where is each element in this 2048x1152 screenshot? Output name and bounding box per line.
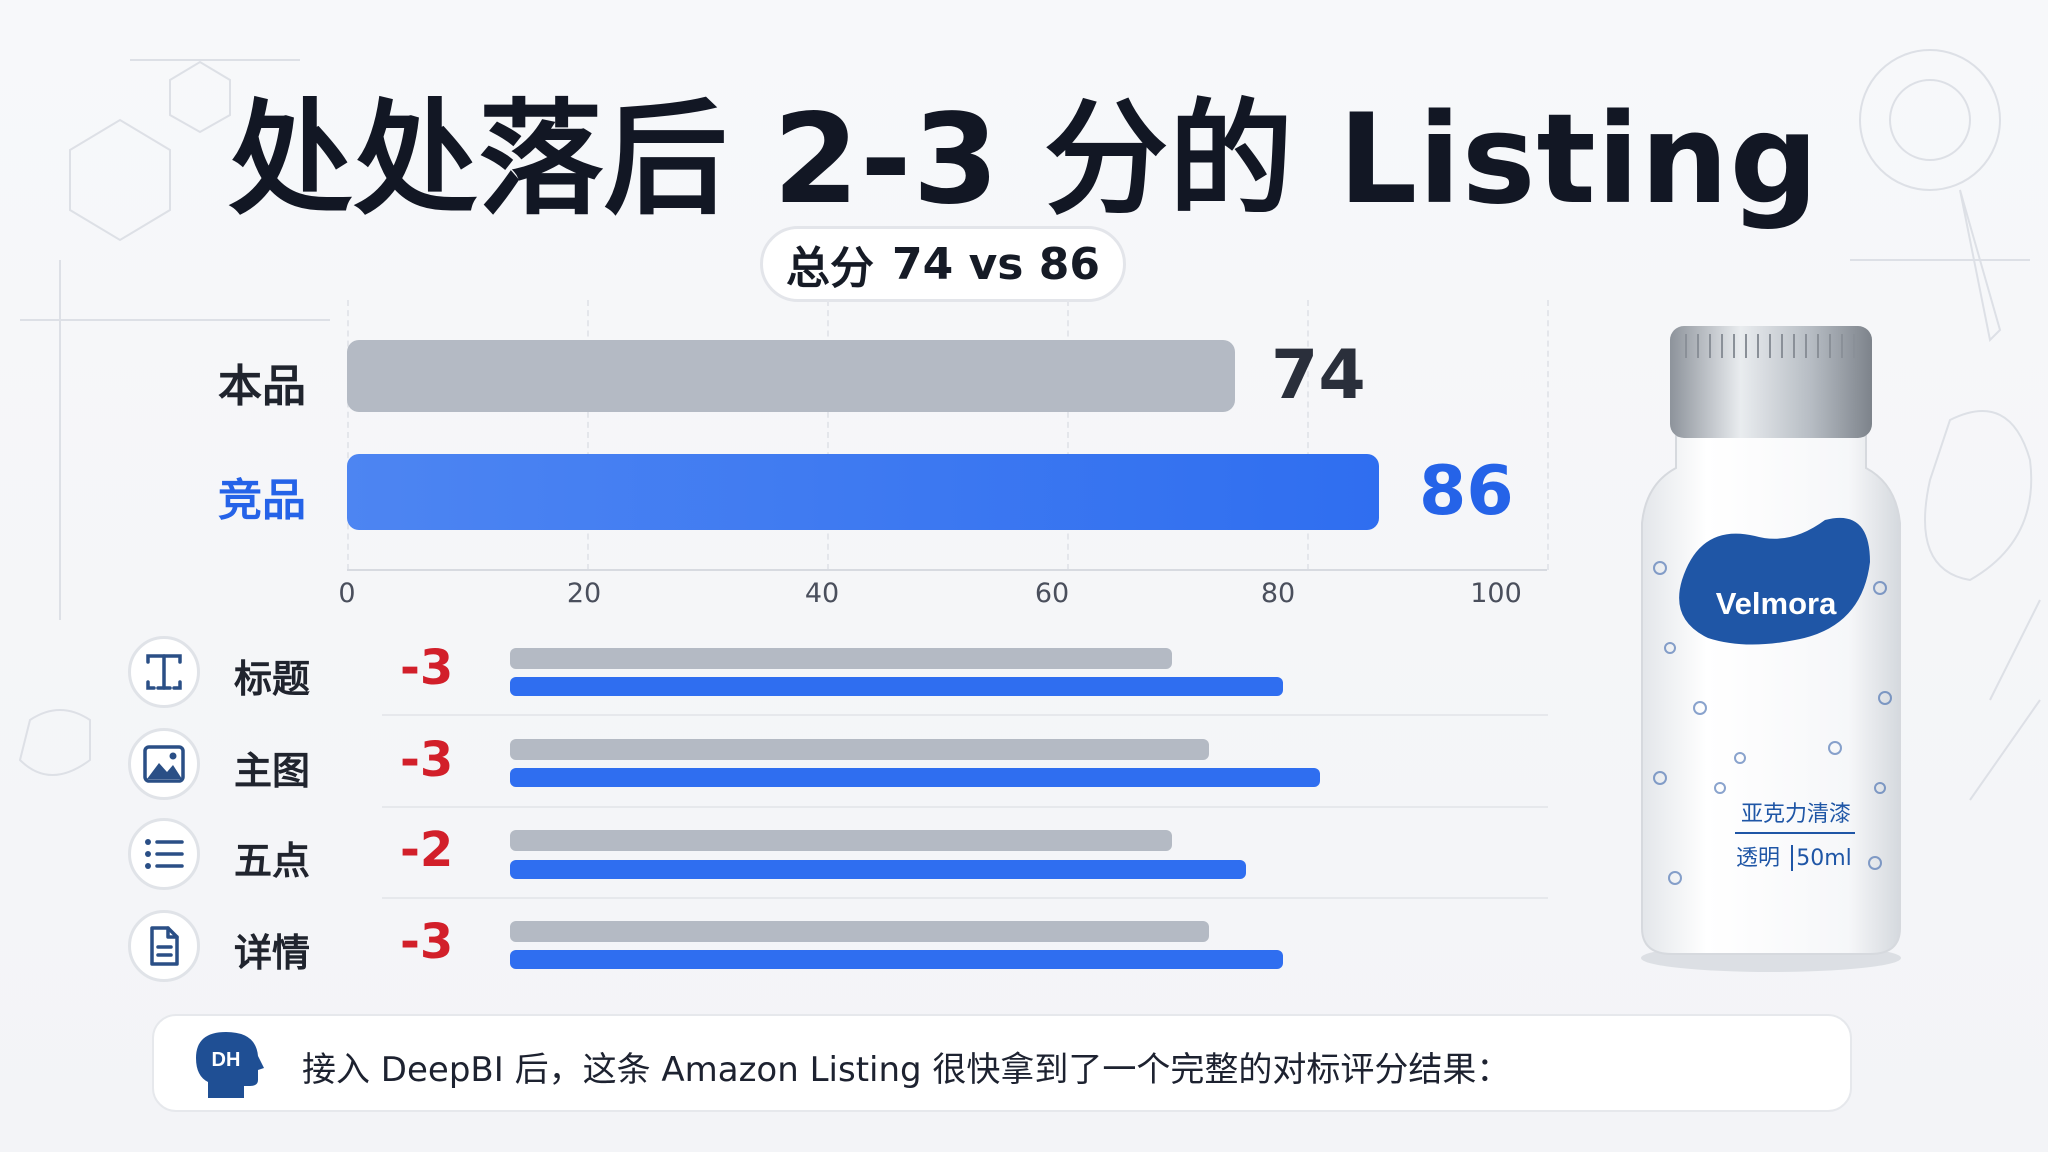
product-bottle: Velmora 亚克力清漆 透明 50ml: [1641, 326, 1901, 972]
product-volume: 50ml: [1796, 846, 1852, 871]
sub-score-delta: -3: [400, 732, 454, 788]
total-score-value: 74 vs 86: [892, 238, 1100, 290]
svg-text:DH: DH: [212, 1049, 241, 1071]
gridline: [827, 300, 829, 570]
x-tick-label: 40: [804, 578, 840, 609]
gridline: [1067, 300, 1069, 570]
own-sub-bar: [510, 921, 1210, 942]
product-brand: Velmora: [1716, 586, 1837, 621]
total-score-pill: 总分 74 vs 86: [760, 226, 1126, 302]
sub-score-label: 详情: [234, 931, 311, 975]
gridline: [587, 300, 589, 570]
gridline: [347, 300, 349, 570]
row-divider: [382, 714, 1548, 716]
own-sub-bar: [510, 739, 1210, 760]
sub-score-label: 五点: [234, 839, 311, 883]
sub-score-label: 标题: [234, 657, 311, 701]
sub-score-row-bullets: 五点 -2: [128, 808, 1548, 900]
competitor-sub-bar: [510, 950, 1283, 969]
product-name: 亚克力清漆: [1741, 802, 1851, 827]
sub-score-row-main-image: 主图 -3: [128, 718, 1548, 810]
competitor-sub-bar: [510, 768, 1320, 787]
footer-note: DH 接入 DeepBI 后，这条 Amazon Listing 很快拿到了一个…: [152, 1014, 1852, 1112]
image-icon: [128, 728, 200, 800]
own-sub-bar: [510, 648, 1173, 669]
footer-text: 接入 DeepBI 后，这条 Amazon Listing 很快拿到了一个完整的…: [302, 1050, 1511, 1090]
x-tick-label: 0: [338, 578, 356, 609]
competitor-bar-label: 竞品: [218, 475, 306, 526]
x-tick-label: 100: [1470, 578, 1522, 609]
total-score-label: 总分: [786, 243, 875, 294]
competitor-score-bar: [347, 454, 1379, 530]
competitor-sub-bar: [510, 860, 1246, 879]
row-divider: [382, 806, 1548, 808]
page-title: 处处落后 2-3 分的 Listing: [228, 88, 1820, 232]
own-score-value: 74: [1271, 336, 1366, 415]
sub-score-delta: -3: [400, 914, 454, 970]
competitor-score-value: 86: [1419, 452, 1514, 531]
deepbi-head-icon: DH: [196, 1032, 264, 1098]
gridline: [1547, 300, 1549, 570]
own-score-bar: [347, 340, 1235, 412]
sub-score-row-title: 标题 -3: [128, 626, 1548, 718]
text-title-icon: [128, 636, 200, 708]
x-tick-label: 80: [1260, 578, 1296, 609]
sub-score-delta: -3: [400, 640, 454, 696]
document-icon: [128, 910, 200, 982]
sub-score-row-details: 详情 -3: [128, 900, 1548, 992]
own-bar-label: 本品: [218, 361, 306, 412]
competitor-sub-bar: [510, 677, 1283, 696]
sub-score-label: 主图: [234, 749, 311, 793]
bullet-list-icon: [128, 818, 200, 890]
x-tick-label: 60: [1034, 578, 1070, 609]
own-sub-bar: [510, 830, 1173, 851]
gridline: [1307, 300, 1309, 570]
sub-score-delta: -2: [400, 822, 454, 878]
x-tick-label: 20: [566, 578, 602, 609]
product-variant: 透明: [1736, 846, 1780, 871]
x-axis: [347, 569, 1547, 571]
row-divider: [382, 897, 1548, 899]
total-score-chart: 本品 74 竞品 86 0 20 40 60 80 100: [0, 0, 1600, 620]
